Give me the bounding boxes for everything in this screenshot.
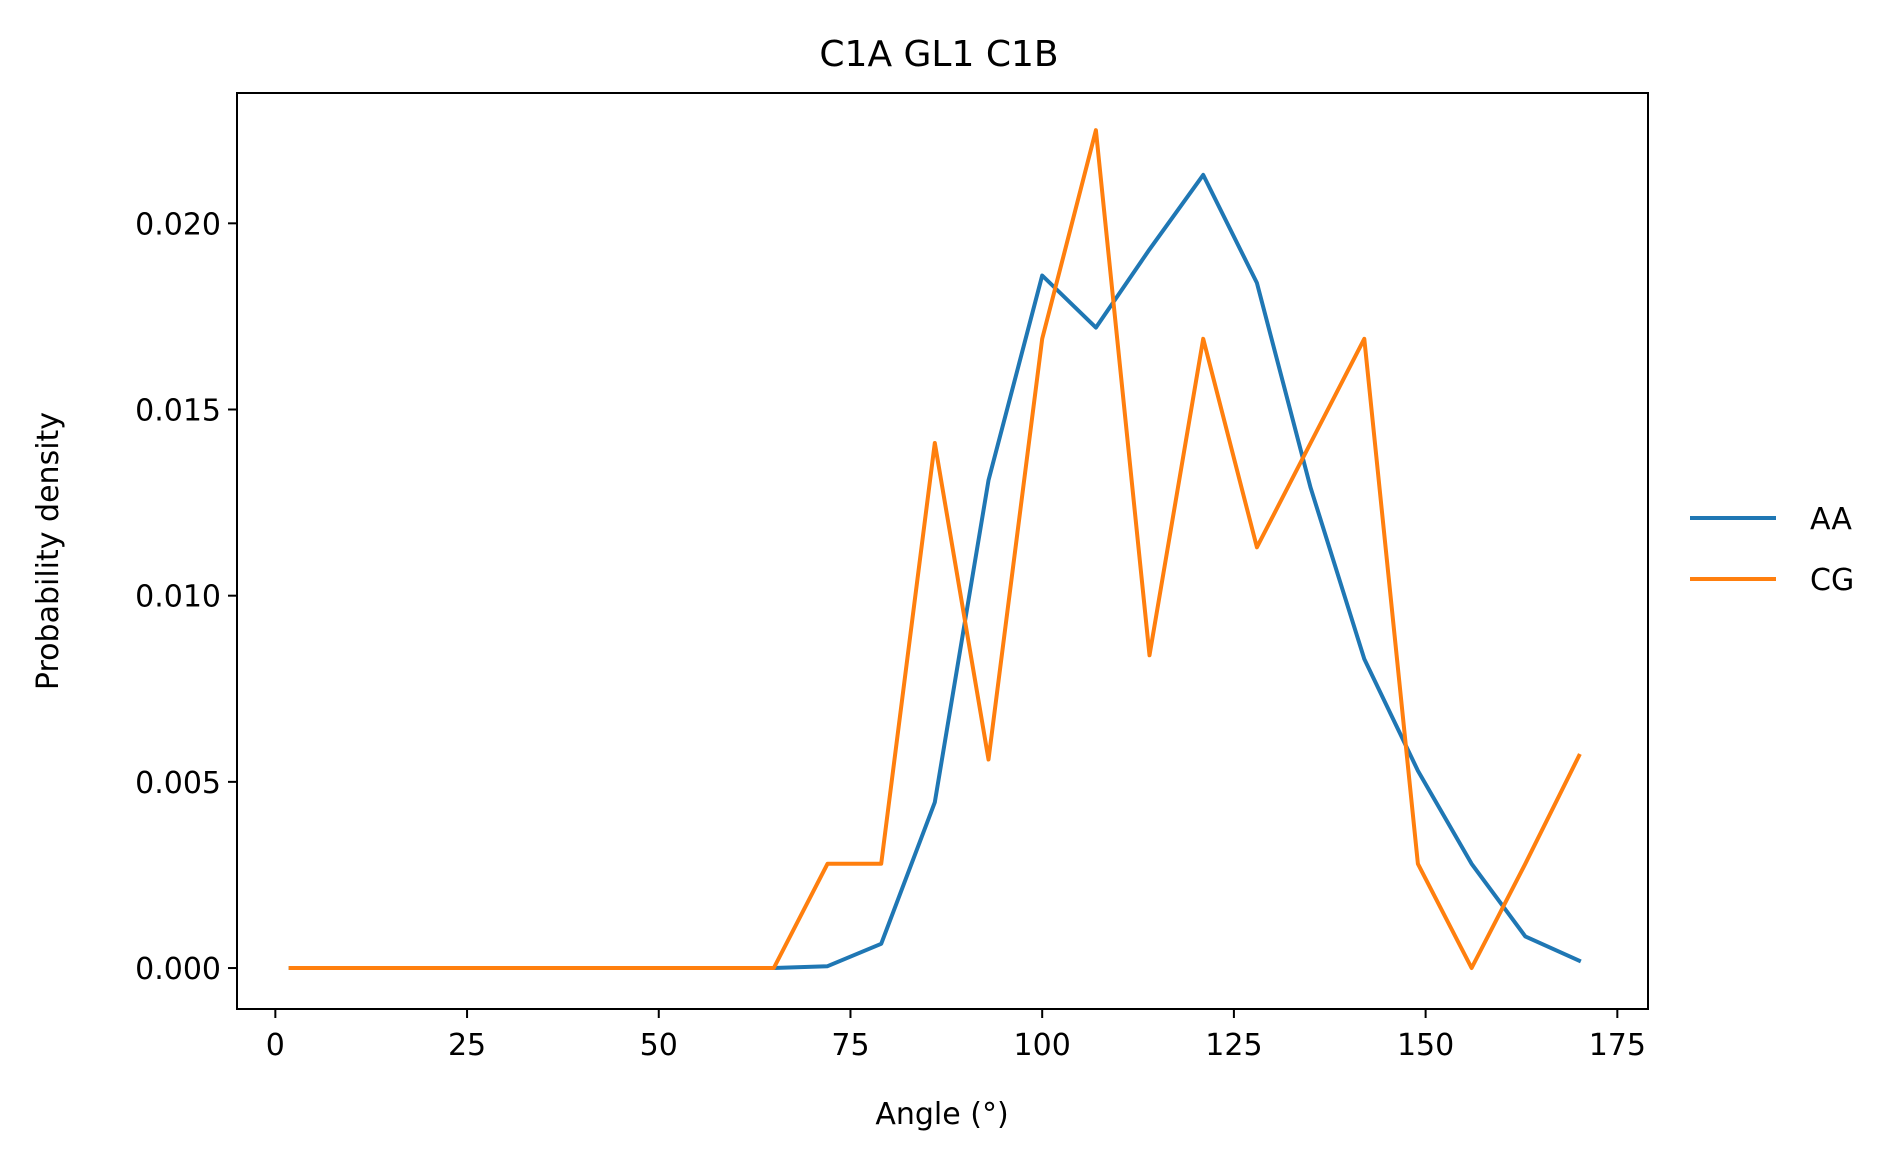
axes-frame	[236, 92, 1649, 1010]
legend: AA CG	[1690, 502, 1854, 598]
legend-label-aa: AA	[1810, 502, 1852, 537]
series-line-cg	[288, 128, 1582, 970]
y-tick-label: 0.010	[135, 580, 221, 615]
x-tick-label: 175	[1589, 1028, 1646, 1063]
y-tick-label: 0.020	[135, 207, 221, 242]
legend-label-cg: CG	[1810, 563, 1854, 598]
axis-ticks: 0 25 50 75 100 125 150 175 0.000 0.005 0.010 0.015 0…	[135, 207, 1646, 1063]
x-tick-label: 100	[1014, 1028, 1071, 1063]
x-tick-label: 125	[1205, 1028, 1262, 1063]
x-tick-label: 150	[1397, 1028, 1454, 1063]
x-tick-label: 25	[448, 1028, 486, 1063]
x-tick-label: 50	[640, 1028, 678, 1063]
y-axis-label: Probability density	[31, 412, 66, 690]
series-lines	[288, 128, 1582, 970]
x-tick-label: 0	[266, 1028, 285, 1063]
y-tick-label: 0.015	[135, 394, 221, 429]
y-tick-label: 0.005	[135, 766, 221, 801]
chart-title: C1A GL1 C1B	[819, 34, 1058, 75]
y-tick-label: 0.000	[135, 952, 221, 987]
x-axis-label: Angle (°)	[875, 1097, 1008, 1132]
x-tick-label: 75	[831, 1028, 869, 1063]
